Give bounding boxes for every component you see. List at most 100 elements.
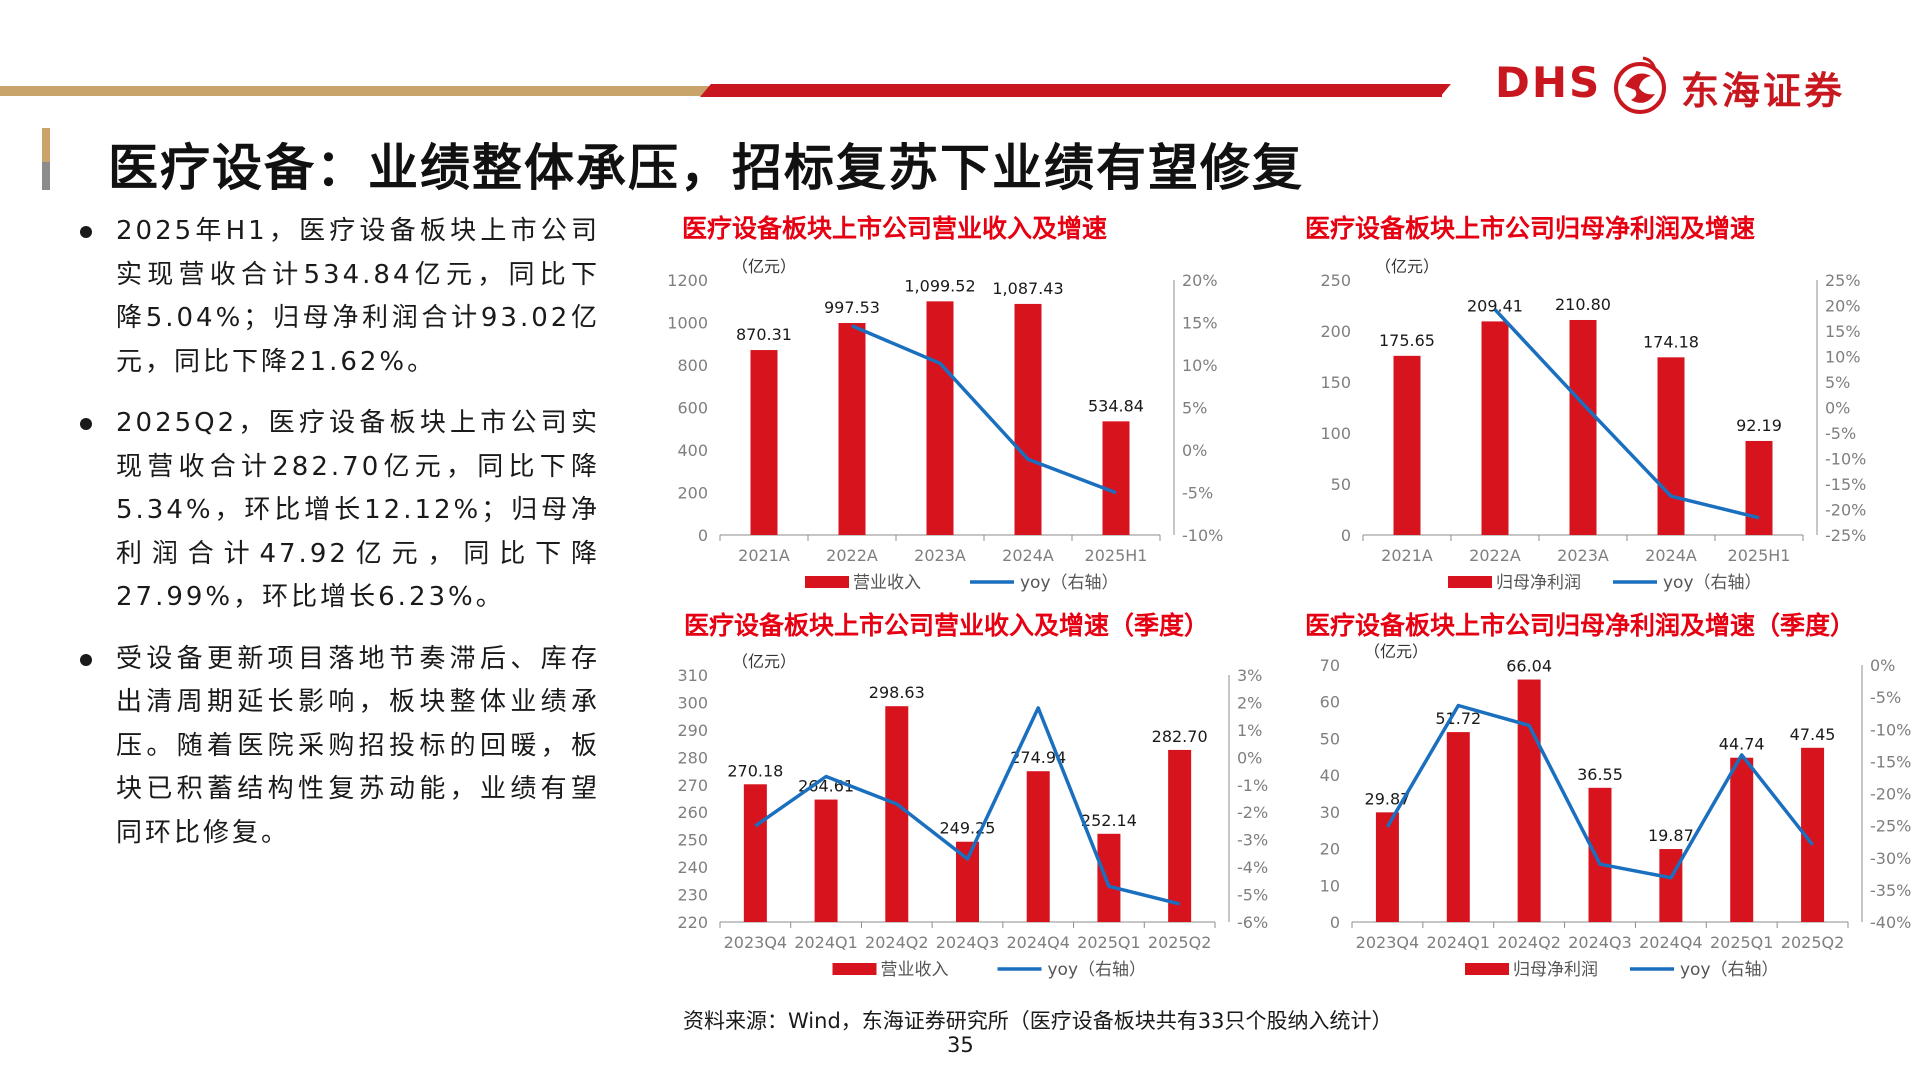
y2-tick-label: 5% — [1182, 399, 1207, 418]
unit-label: （亿元） — [732, 652, 796, 671]
y2-tick-label: -1% — [1237, 776, 1268, 795]
bar — [1517, 679, 1541, 922]
bar — [1375, 812, 1399, 922]
bar — [926, 301, 954, 535]
legend-swatch-bar — [1448, 576, 1492, 588]
bullet-dot-icon — [80, 653, 92, 666]
y2-tick-label: -35% — [1870, 881, 1911, 900]
y2-tick-label: -20% — [1825, 501, 1866, 520]
unit-label: （亿元） — [732, 257, 796, 276]
yoy-line — [1493, 308, 1760, 520]
y2-tick-label: 0% — [1870, 656, 1895, 675]
bar — [1168, 749, 1192, 922]
chart-svg: （亿元） 0 200 400 600 800 1000 1200 -10% -5% 0% 5% 10% 1… — [667, 257, 1223, 593]
y-tick-label: 50 — [1331, 475, 1351, 494]
chart-revenue-annual: 医疗设备板块上市公司营业收入及增速 （亿元） 0 200 400 600 800 1000 1… — [650, 205, 1270, 600]
page-title: 医疗设备：业绩整体承压，招标复苏下业绩有望修复 — [108, 138, 1304, 197]
dragon-logo-icon — [1614, 56, 1666, 114]
bar-data-label: 870.31 — [736, 325, 792, 344]
y2-tick-label: 10% — [1825, 348, 1861, 367]
y2-tick-label: -10% — [1182, 526, 1223, 545]
bar-data-label: 252.14 — [1081, 811, 1137, 830]
bar — [1097, 833, 1121, 922]
y2-tick-label: -6% — [1237, 913, 1268, 932]
x-tick-label: 2023Q4 — [724, 933, 788, 952]
bar-data-label: 249.25 — [940, 819, 996, 838]
page-number: 35 — [947, 1033, 974, 1057]
bar-data-label: 282.70 — [1152, 727, 1208, 746]
y-tick-label: 0 — [1330, 913, 1340, 932]
y-tick-label: 230 — [677, 886, 708, 905]
y-tick-label: 400 — [677, 441, 708, 460]
chart-svg: （亿元） 0 50 100 150 200 250 -25% -20% -15% -10% -5% 0%… — [1320, 257, 1866, 593]
y-tick-label: 0 — [698, 526, 708, 545]
chart-title: 医疗设备板块上市公司归母净利润及增速 — [1305, 214, 1756, 243]
chart-profit-annual: 医疗设备板块上市公司归母净利润及增速 （亿元） 0 50 100 150 200 250 -2… — [1270, 205, 1910, 600]
y2-tick-label: -15% — [1825, 475, 1866, 494]
y-tick-label: 600 — [677, 399, 708, 418]
y-tick-label: 220 — [677, 913, 708, 932]
y-tick-label: 250 — [677, 831, 708, 850]
bar — [885, 706, 909, 922]
bar — [1745, 440, 1773, 535]
y2-tick-label: -3% — [1237, 831, 1268, 850]
legend-label-bar: 归母净利润 — [1513, 960, 1598, 980]
unit-label: （亿元） — [1375, 257, 1439, 276]
brand-chinese: 东海证券 — [1681, 69, 1846, 113]
y2-tick-label: 25% — [1825, 271, 1861, 290]
x-tick-label: 2025Q1 — [1077, 933, 1141, 952]
y2-tick-label: 15% — [1825, 322, 1861, 341]
y2-tick-label: -40% — [1870, 913, 1911, 932]
bar — [1393, 355, 1421, 535]
x-tick-label: 2022A — [1469, 546, 1521, 565]
y2-tick-label: 0% — [1182, 441, 1207, 460]
y-tick-label: 0 — [1341, 526, 1351, 545]
chart-title: 医疗设备板块上市公司营业收入及增速（季度） — [684, 611, 1210, 640]
legend-label-line: yoy（右轴） — [1663, 573, 1762, 593]
x-tick-label: 2024Q3 — [1568, 933, 1632, 952]
y2-tick-label: -15% — [1870, 752, 1911, 771]
yoy-line — [754, 706, 1181, 906]
chart-profit-quarterly: 医疗设备板块上市公司归母净利润及增速（季度） （亿元） 0 10 20 30 40 50 60… — [1270, 602, 1915, 997]
bar — [1659, 849, 1683, 922]
chart-svg: （亿元） 220 230 240 250 260 270 280 290 300 310 -6% -5%… — [677, 652, 1268, 980]
bullet-dot-icon — [80, 226, 92, 238]
y-tick-label: 40 — [1320, 766, 1340, 785]
bar — [1446, 732, 1470, 922]
legend-swatch-bar — [832, 963, 877, 975]
chart-revenue-quarterly: 医疗设备板块上市公司营业收入及增速（季度） （亿元） 220 230 240 250 26… — [650, 602, 1270, 997]
y2-tick-label: 1% — [1237, 721, 1262, 740]
y-tick-label: 270 — [677, 776, 708, 795]
y2-tick-label: 20% — [1825, 297, 1861, 316]
y-tick-label: 150 — [1320, 373, 1351, 392]
bullet-item: 2025Q2，医疗设备板块上市公司实现营收合计282.70亿元，同比下降5.34… — [80, 402, 600, 620]
y-tick-label: 290 — [677, 721, 708, 740]
y2-tick-label: -10% — [1870, 720, 1911, 739]
bar-data-label: 175.65 — [1379, 331, 1435, 350]
x-tick-label: 2025Q2 — [1781, 933, 1845, 952]
y-tick-label: 250 — [1320, 271, 1351, 290]
x-tick-label: 2023A — [1557, 546, 1609, 565]
bar — [1481, 321, 1509, 535]
bar — [1569, 319, 1597, 535]
bar — [1102, 421, 1130, 535]
bar-data-label: 92.19 — [1736, 416, 1782, 435]
title-accent-bar — [42, 128, 50, 190]
y2-tick-label: -5% — [1237, 886, 1268, 905]
y2-tick-label: 5% — [1825, 373, 1850, 392]
legend-swatch-bar — [1465, 963, 1509, 975]
y2-tick-label: 15% — [1182, 314, 1218, 333]
source-note: 资料来源：Wind，东海证券研究所（医疗设备板块共有33只个股纳入统计） — [683, 1009, 1393, 1033]
y-tick-label: 280 — [677, 748, 708, 767]
y2-tick-label: 2% — [1237, 693, 1262, 712]
y-tick-label: 800 — [677, 356, 708, 375]
y-tick-label: 200 — [1320, 322, 1351, 341]
y-tick-label: 200 — [677, 484, 708, 503]
bar-data-label: 174.18 — [1643, 332, 1699, 351]
y2-tick-label: -30% — [1870, 849, 1911, 868]
brand-latin: DHS — [1495, 58, 1602, 107]
y2-tick-label: 0% — [1825, 399, 1850, 418]
y-tick-label: 70 — [1320, 656, 1340, 675]
y2-tick-label: -25% — [1825, 526, 1866, 545]
bar-data-label: 19.87 — [1648, 826, 1694, 845]
